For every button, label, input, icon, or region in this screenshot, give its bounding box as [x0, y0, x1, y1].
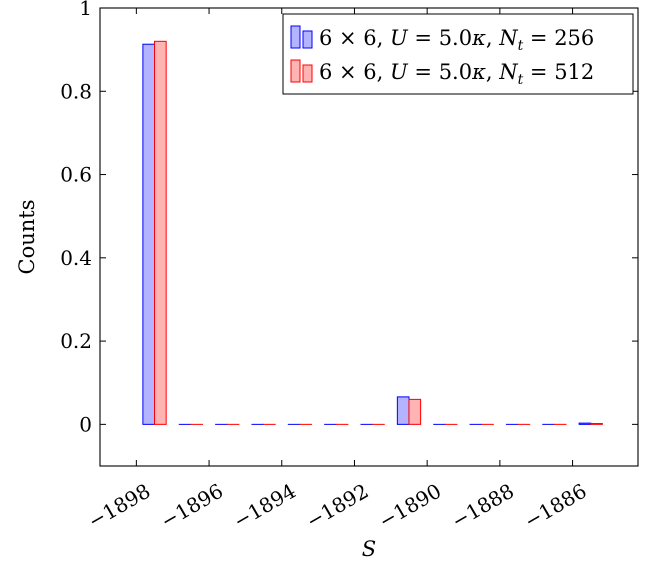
legend: 6 × 6, U = 5.0κ, Nt = 256 6 × 6, U = 5.0κ…	[282, 13, 634, 95]
x-axis-label: S	[362, 537, 376, 561]
y-axis-label: Counts	[15, 200, 39, 275]
bar-s1-7	[396, 396, 410, 425]
y-tick-label: 1	[79, 0, 92, 20]
x-tick-label: −1894	[229, 479, 300, 534]
y-tick-label: 0.8	[60, 79, 92, 103]
x-tick-label: −1892	[302, 479, 373, 534]
x-tick-label: −1898	[84, 479, 155, 534]
x-tick-label: −1886	[520, 479, 591, 534]
legend-swatch-a	[290, 59, 301, 83]
legend-label: 6 × 6, U = 5.0κ, Nt = 512	[319, 60, 594, 88]
bars-group	[142, 40, 603, 425]
legend-label: 6 × 6, U = 5.0κ, Nt = 256	[319, 26, 594, 54]
legend-swatch-a	[290, 25, 301, 49]
y-tick-label: 0.6	[60, 163, 92, 187]
y-tick-label: 0.2	[60, 329, 92, 353]
bar-s2-7	[408, 398, 422, 425]
legend-swatch-b	[302, 64, 313, 83]
bar-s2-12	[590, 423, 603, 425]
legend-box	[282, 13, 634, 95]
legend-swatch-b	[302, 30, 313, 49]
y-tick-label: 0.4	[60, 246, 92, 270]
bar-s2-0	[154, 40, 167, 425]
bar-s1-12	[578, 422, 592, 425]
x-tick-label: −1896	[157, 479, 228, 534]
x-tick-label: −1890	[375, 479, 446, 534]
y-tick-label: 0	[79, 412, 92, 436]
plot-frame	[99, 7, 639, 467]
x-tick-label: −1888	[447, 479, 518, 534]
bar-s1-0	[142, 43, 156, 425]
